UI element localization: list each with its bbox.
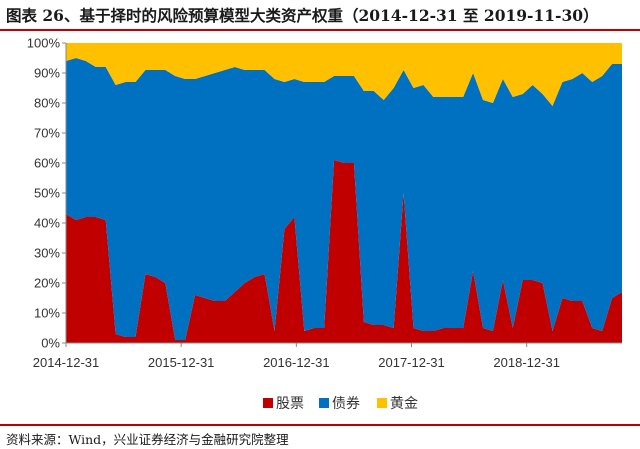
- y-tick-label: 40%: [34, 216, 60, 231]
- legend-swatch: [263, 398, 273, 408]
- series-area-0: [66, 160, 622, 343]
- plot-areas: [66, 43, 622, 343]
- y-tick-label: 60%: [34, 156, 60, 171]
- x-tick-label: 2014-12-31: [33, 355, 100, 370]
- y-tick-label: 10%: [34, 306, 60, 321]
- y-tick-label: 80%: [34, 96, 60, 111]
- x-tick-label: 2015-12-31: [148, 355, 215, 370]
- source-rule: [0, 424, 640, 426]
- y-tick-label: 30%: [34, 246, 60, 261]
- legend: 股票 债券 黄金: [263, 395, 418, 412]
- title-rule: [0, 29, 640, 31]
- legend-swatch: [377, 398, 387, 408]
- x-tick-label: 2016-12-31: [263, 355, 330, 370]
- y-tick-label: 20%: [34, 276, 60, 291]
- y-tick-label: 0%: [41, 336, 60, 351]
- series-area-2: [66, 43, 622, 106]
- legend-label: 债券: [332, 396, 360, 412]
- legend-label: 黄金: [390, 395, 418, 412]
- y-tick-label: 70%: [34, 126, 60, 141]
- source-note: 资料来源：Wind，兴业证券经济与金融研究院整理: [6, 432, 289, 447]
- legend-label: 股票: [276, 396, 304, 412]
- x-tick-label: 2017-12-31: [378, 355, 445, 370]
- chart-title: 图表 26、基于择时的风险预算模型大类资产权重（2014-12-31 至 201…: [6, 6, 599, 25]
- stacked-area-chart: 0% 10% 20% 30% 40% 50% 60% 70% 80% 90% 100% 2014-1…: [27, 36, 622, 412]
- y-tick-label: 50%: [34, 186, 60, 201]
- y-tick-label: 100%: [27, 36, 61, 51]
- x-axis-ticks: 2014-12-31 2015-12-31 2016-12-31 2017-12-31…: [33, 343, 560, 370]
- x-tick-label: 2018-12-31: [493, 355, 560, 370]
- y-tick-label: 90%: [34, 66, 60, 81]
- series-area-1: [66, 58, 622, 340]
- legend-swatch: [319, 398, 329, 408]
- y-axis-ticks: 0% 10% 20% 30% 40% 50% 60% 70% 80% 90% 100%: [27, 36, 66, 351]
